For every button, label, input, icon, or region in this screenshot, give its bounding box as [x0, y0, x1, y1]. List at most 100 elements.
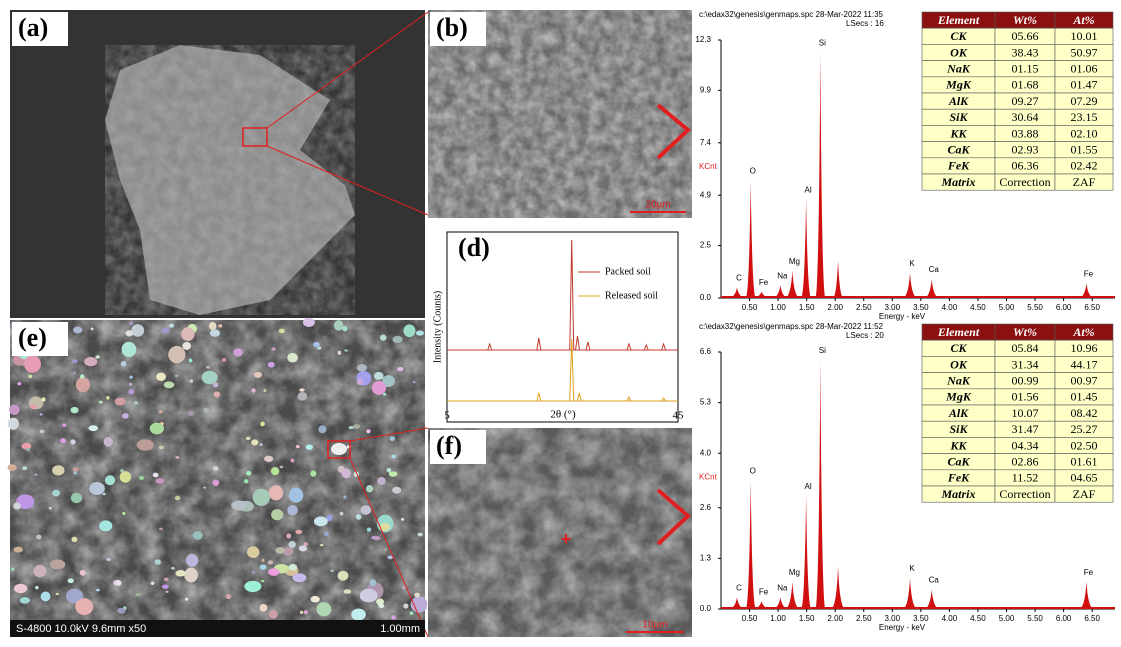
particle — [52, 489, 61, 497]
particle — [303, 542, 308, 546]
particle — [391, 615, 396, 620]
arrow — [656, 488, 691, 546]
table-text: 01.15 — [1012, 61, 1039, 75]
table-text: 04.65 — [1071, 471, 1098, 485]
x-tick-label: 6.50 — [1084, 303, 1100, 312]
particle — [70, 406, 79, 414]
peak-label: Na — [777, 583, 788, 592]
particle — [263, 389, 267, 392]
panel-label: (f) — [436, 431, 462, 460]
particle — [168, 345, 186, 364]
particle — [19, 597, 31, 604]
live-secs: LSecs : 20 — [846, 331, 884, 340]
sem-scale: 1.00mm — [380, 623, 420, 635]
x-tick-label: 1.00 — [770, 614, 786, 623]
peak — [785, 270, 800, 298]
table-text: 02.93 — [1012, 142, 1039, 156]
particle — [70, 492, 83, 504]
particle — [295, 444, 300, 449]
particle — [62, 423, 67, 427]
peak — [924, 279, 939, 298]
xrd-peak — [585, 341, 591, 351]
xrd-peak — [536, 337, 542, 351]
legend-label: Packed soil — [605, 266, 651, 277]
x-tick-label: 2.00 — [827, 614, 843, 623]
table-text: 01.61 — [1071, 454, 1098, 468]
x-tick-label: 2.50 — [856, 303, 872, 312]
particle — [160, 327, 170, 334]
particle — [155, 478, 165, 484]
particle — [203, 486, 207, 489]
table-header: Wt% — [1013, 13, 1037, 27]
particle — [379, 523, 391, 531]
particle — [339, 511, 344, 516]
particle — [128, 389, 135, 395]
particle — [275, 547, 286, 554]
particle — [79, 569, 86, 576]
particle — [9, 404, 20, 416]
xrd-peak — [626, 395, 632, 402]
table-text: 05.84 — [1012, 341, 1039, 355]
particle — [417, 532, 423, 537]
particle — [392, 335, 403, 344]
particle — [119, 471, 132, 483]
peak-label: Si — [819, 346, 826, 355]
particle — [24, 355, 41, 373]
particle — [114, 397, 126, 406]
particle — [133, 401, 139, 405]
particle — [373, 535, 381, 541]
scale-label: 10μm — [642, 620, 667, 631]
particle — [192, 531, 203, 540]
table-text: 31.47 — [1012, 422, 1039, 436]
table-text: 50.97 — [1071, 45, 1098, 59]
particle — [156, 372, 166, 381]
file-header: c:\edax32\genesis\genmaps.spc 28-Mar-202… — [699, 322, 884, 331]
particle — [330, 569, 334, 572]
particle — [72, 371, 77, 375]
particle — [343, 495, 347, 499]
particle — [201, 370, 218, 385]
info-bar — [10, 620, 425, 637]
peak — [729, 287, 744, 298]
peak — [745, 180, 756, 298]
particle — [174, 495, 181, 501]
x-tick-label: 1.00 — [770, 303, 786, 312]
label-box — [430, 12, 486, 46]
particle — [251, 388, 256, 393]
peak — [754, 291, 769, 298]
particle — [261, 558, 265, 563]
particle — [17, 381, 22, 386]
particle — [316, 602, 332, 617]
particle — [136, 439, 154, 451]
particle — [21, 442, 32, 450]
particle — [36, 534, 42, 540]
peak — [833, 260, 844, 298]
y-tick-label: 0.0 — [700, 293, 712, 302]
particle — [288, 564, 298, 571]
table-text: CaK — [947, 142, 970, 156]
peak-label: Fe — [759, 278, 769, 287]
particle — [39, 413, 43, 416]
peak-label: C — [736, 274, 742, 283]
x-tick-label: 0.50 — [742, 614, 758, 623]
particle — [35, 585, 39, 590]
peak — [745, 480, 756, 609]
particle — [310, 595, 320, 603]
table-text: 02.42 — [1071, 159, 1098, 173]
xrd-peak — [643, 343, 649, 351]
x-tick-label: 0.50 — [742, 303, 758, 312]
table-text: OK — [950, 45, 968, 59]
particle — [13, 583, 28, 594]
particle — [251, 439, 259, 446]
particle — [409, 611, 414, 615]
particle — [380, 334, 387, 341]
particle — [26, 447, 30, 452]
particle — [65, 588, 84, 604]
particle — [403, 324, 416, 338]
particle — [29, 404, 38, 410]
x-axis-title: 2θ (°) — [550, 409, 576, 421]
particle — [287, 352, 298, 363]
particle — [117, 607, 126, 614]
peak — [729, 597, 744, 609]
